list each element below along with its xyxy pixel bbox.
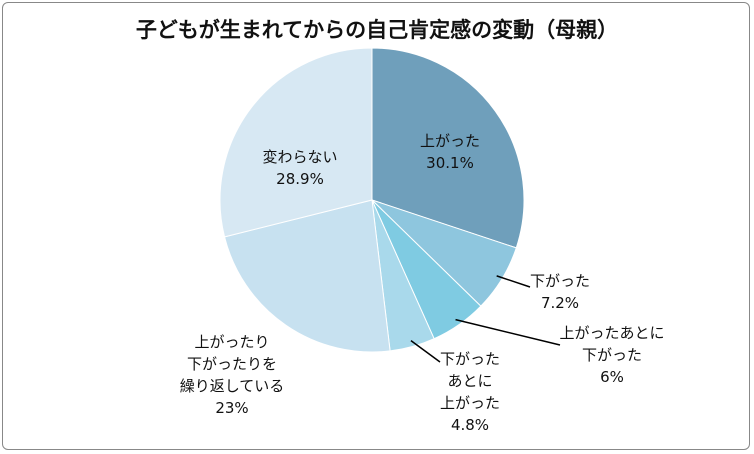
value-label: 6% <box>600 368 624 386</box>
value-label: 7.2% <box>540 294 580 312</box>
leader-line <box>410 340 441 363</box>
category-label: 上がったり 下がったりを 繰り返している <box>179 333 285 395</box>
leader-line <box>496 275 531 288</box>
pie-slice <box>219 47 373 238</box>
pie-slice <box>223 199 391 353</box>
chart-title: 子どもが生まれてからの自己肯定感の変動（母親） <box>135 18 619 42</box>
category-label: 上がった <box>419 132 481 150</box>
slice-label: 下がった あとに 上がった 4.8% <box>440 348 500 436</box>
slice-label: 変わらない 28.9% <box>262 146 337 190</box>
value-label: 23% <box>215 399 249 417</box>
category-label: 変わらない <box>262 148 338 166</box>
value-label: 28.9% <box>276 170 324 188</box>
category-label: 下がった あとに 上がった <box>439 350 501 412</box>
chart-frame <box>2 2 750 450</box>
slice-label: 上がったり 下がったりを 繰り返している 23% <box>180 331 285 419</box>
slice-label: 上がったあとに 下がった 6% <box>559 322 664 388</box>
pie-slice <box>371 47 525 249</box>
slice-label: 上がった 30.1% <box>420 130 480 174</box>
category-label: 下がった <box>529 272 591 290</box>
leader-line <box>455 318 561 346</box>
category-label: 上がったあとに 下がった <box>559 324 665 364</box>
value-label: 30.1% <box>426 154 474 172</box>
value-label: 4.8% <box>450 416 490 434</box>
slice-label: 下がった 7.2% <box>530 270 590 314</box>
